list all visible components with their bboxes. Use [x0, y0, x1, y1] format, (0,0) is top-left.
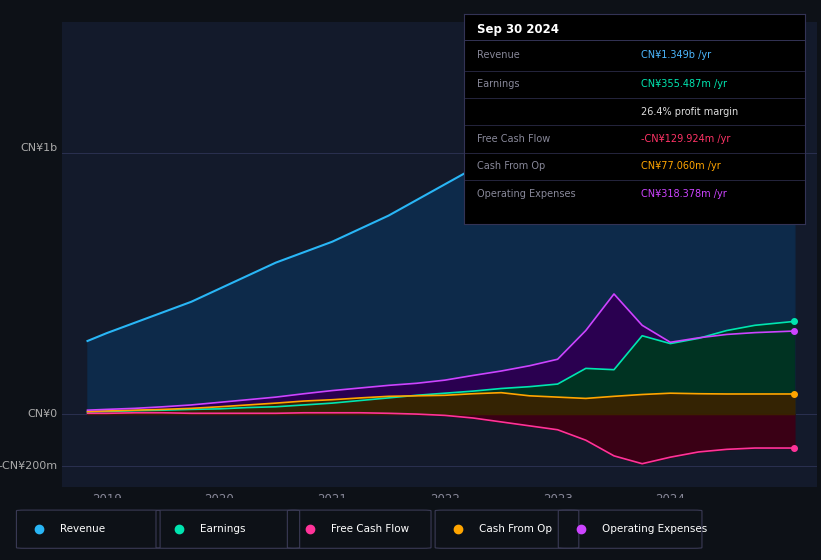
- Text: CN¥0: CN¥0: [28, 409, 57, 419]
- Text: Revenue: Revenue: [60, 524, 105, 534]
- Text: Operating Expenses: Operating Expenses: [478, 189, 576, 199]
- Text: CN¥355.487m /yr: CN¥355.487m /yr: [641, 80, 727, 90]
- Text: Cash From Op: Cash From Op: [479, 524, 552, 534]
- Text: Free Cash Flow: Free Cash Flow: [478, 134, 551, 144]
- Text: -CN¥200m: -CN¥200m: [0, 461, 57, 472]
- Text: Cash From Op: Cash From Op: [478, 161, 546, 171]
- Text: Free Cash Flow: Free Cash Flow: [331, 524, 409, 534]
- Text: Earnings: Earnings: [200, 524, 245, 534]
- Text: CN¥1.349b /yr: CN¥1.349b /yr: [641, 50, 711, 60]
- Text: Earnings: Earnings: [478, 80, 520, 90]
- Text: CN¥77.060m /yr: CN¥77.060m /yr: [641, 161, 721, 171]
- Text: Revenue: Revenue: [478, 50, 521, 60]
- Text: -CN¥129.924m /yr: -CN¥129.924m /yr: [641, 134, 731, 144]
- Text: Sep 30 2024: Sep 30 2024: [478, 24, 559, 36]
- Text: Operating Expenses: Operating Expenses: [602, 524, 707, 534]
- Text: CN¥318.378m /yr: CN¥318.378m /yr: [641, 189, 727, 199]
- Text: 26.4% profit margin: 26.4% profit margin: [641, 106, 738, 116]
- Text: CN¥1b: CN¥1b: [21, 143, 57, 153]
